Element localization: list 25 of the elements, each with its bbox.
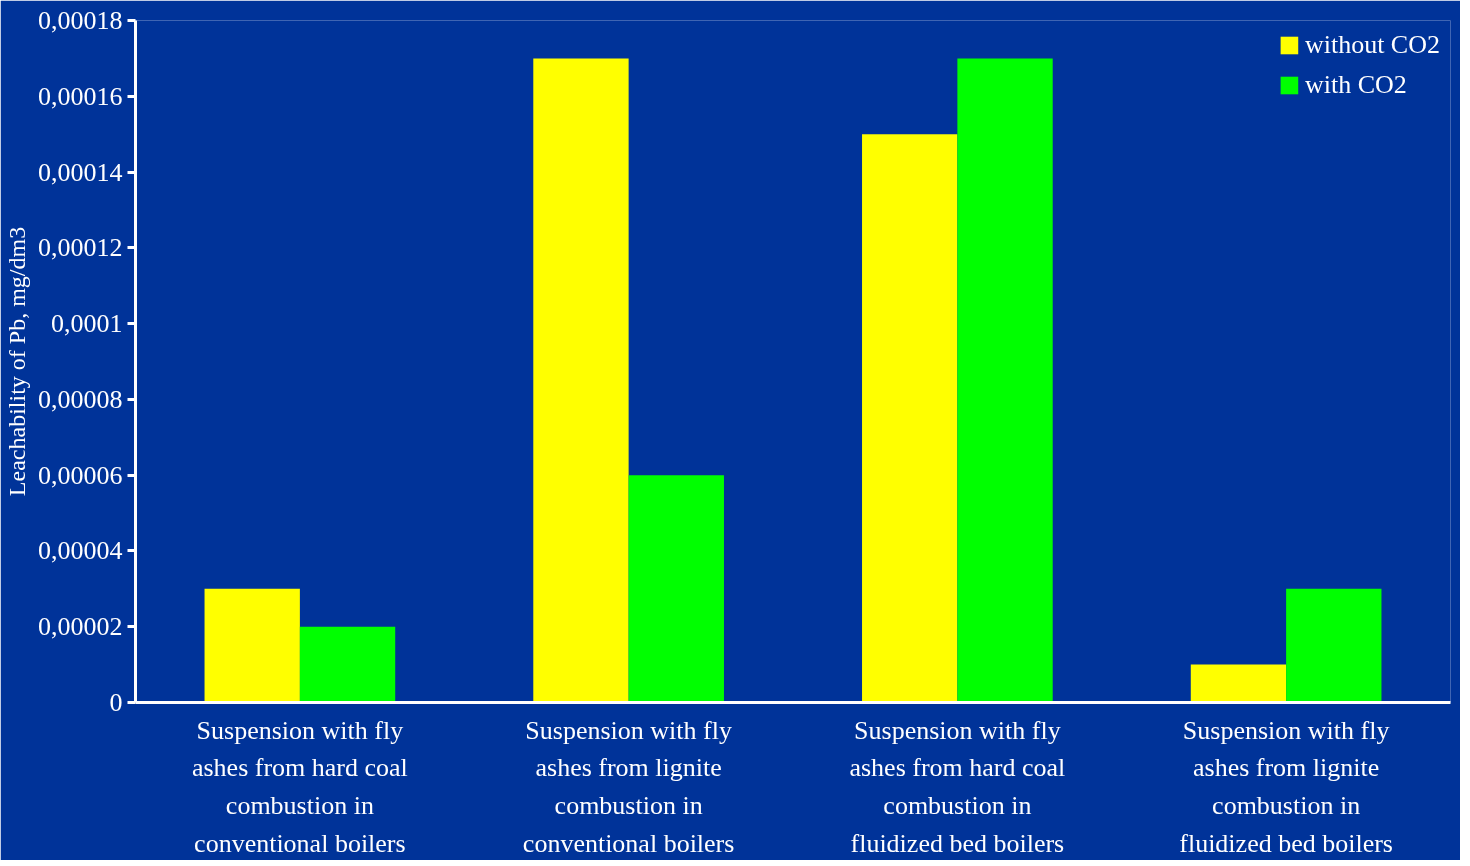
bar (1190, 664, 1287, 703)
x-tick-label: Suspension with fly ashes from lignite combustion in conventional boilers (522, 715, 735, 858)
y-axis-title: Leachability of Pb, mg/dm3 (4, 226, 30, 497)
y-tick-label: 0,0001 (51, 309, 123, 339)
y-tick-label: 0,00014 (38, 157, 123, 187)
bar (533, 58, 629, 703)
y-tick-label: 0,00002 (38, 612, 123, 642)
bar (862, 134, 958, 703)
x-tick-label: Suspension with fly ashes from hard coal combustion in conventional boilers (191, 715, 408, 858)
legend-label: without CO2 (1304, 30, 1440, 60)
bar (957, 58, 1053, 703)
bar (204, 588, 300, 703)
y-tick-label: 0,00008 (38, 384, 123, 414)
y-tick-label: 0 (109, 688, 123, 717)
x-tick-label: Suspension with fly ashes from hard coal combustion in fluidized bed boilers (849, 715, 1066, 858)
y-tick-label: 0,00006 (38, 460, 123, 490)
y-tick-label: 0,00012 (38, 233, 123, 263)
x-tick-label: Suspension with fly ashes from lignite combustion in fluidized bed boilers (1179, 715, 1393, 858)
bar (1286, 588, 1382, 703)
legend-label: with CO2 (1304, 70, 1407, 100)
bar (628, 475, 724, 703)
y-tick-label: 0,00016 (38, 81, 123, 111)
y-tick-label: 0,00004 (38, 536, 123, 566)
y-tick-label: 0,00018 (38, 6, 123, 35)
bar (299, 626, 396, 703)
